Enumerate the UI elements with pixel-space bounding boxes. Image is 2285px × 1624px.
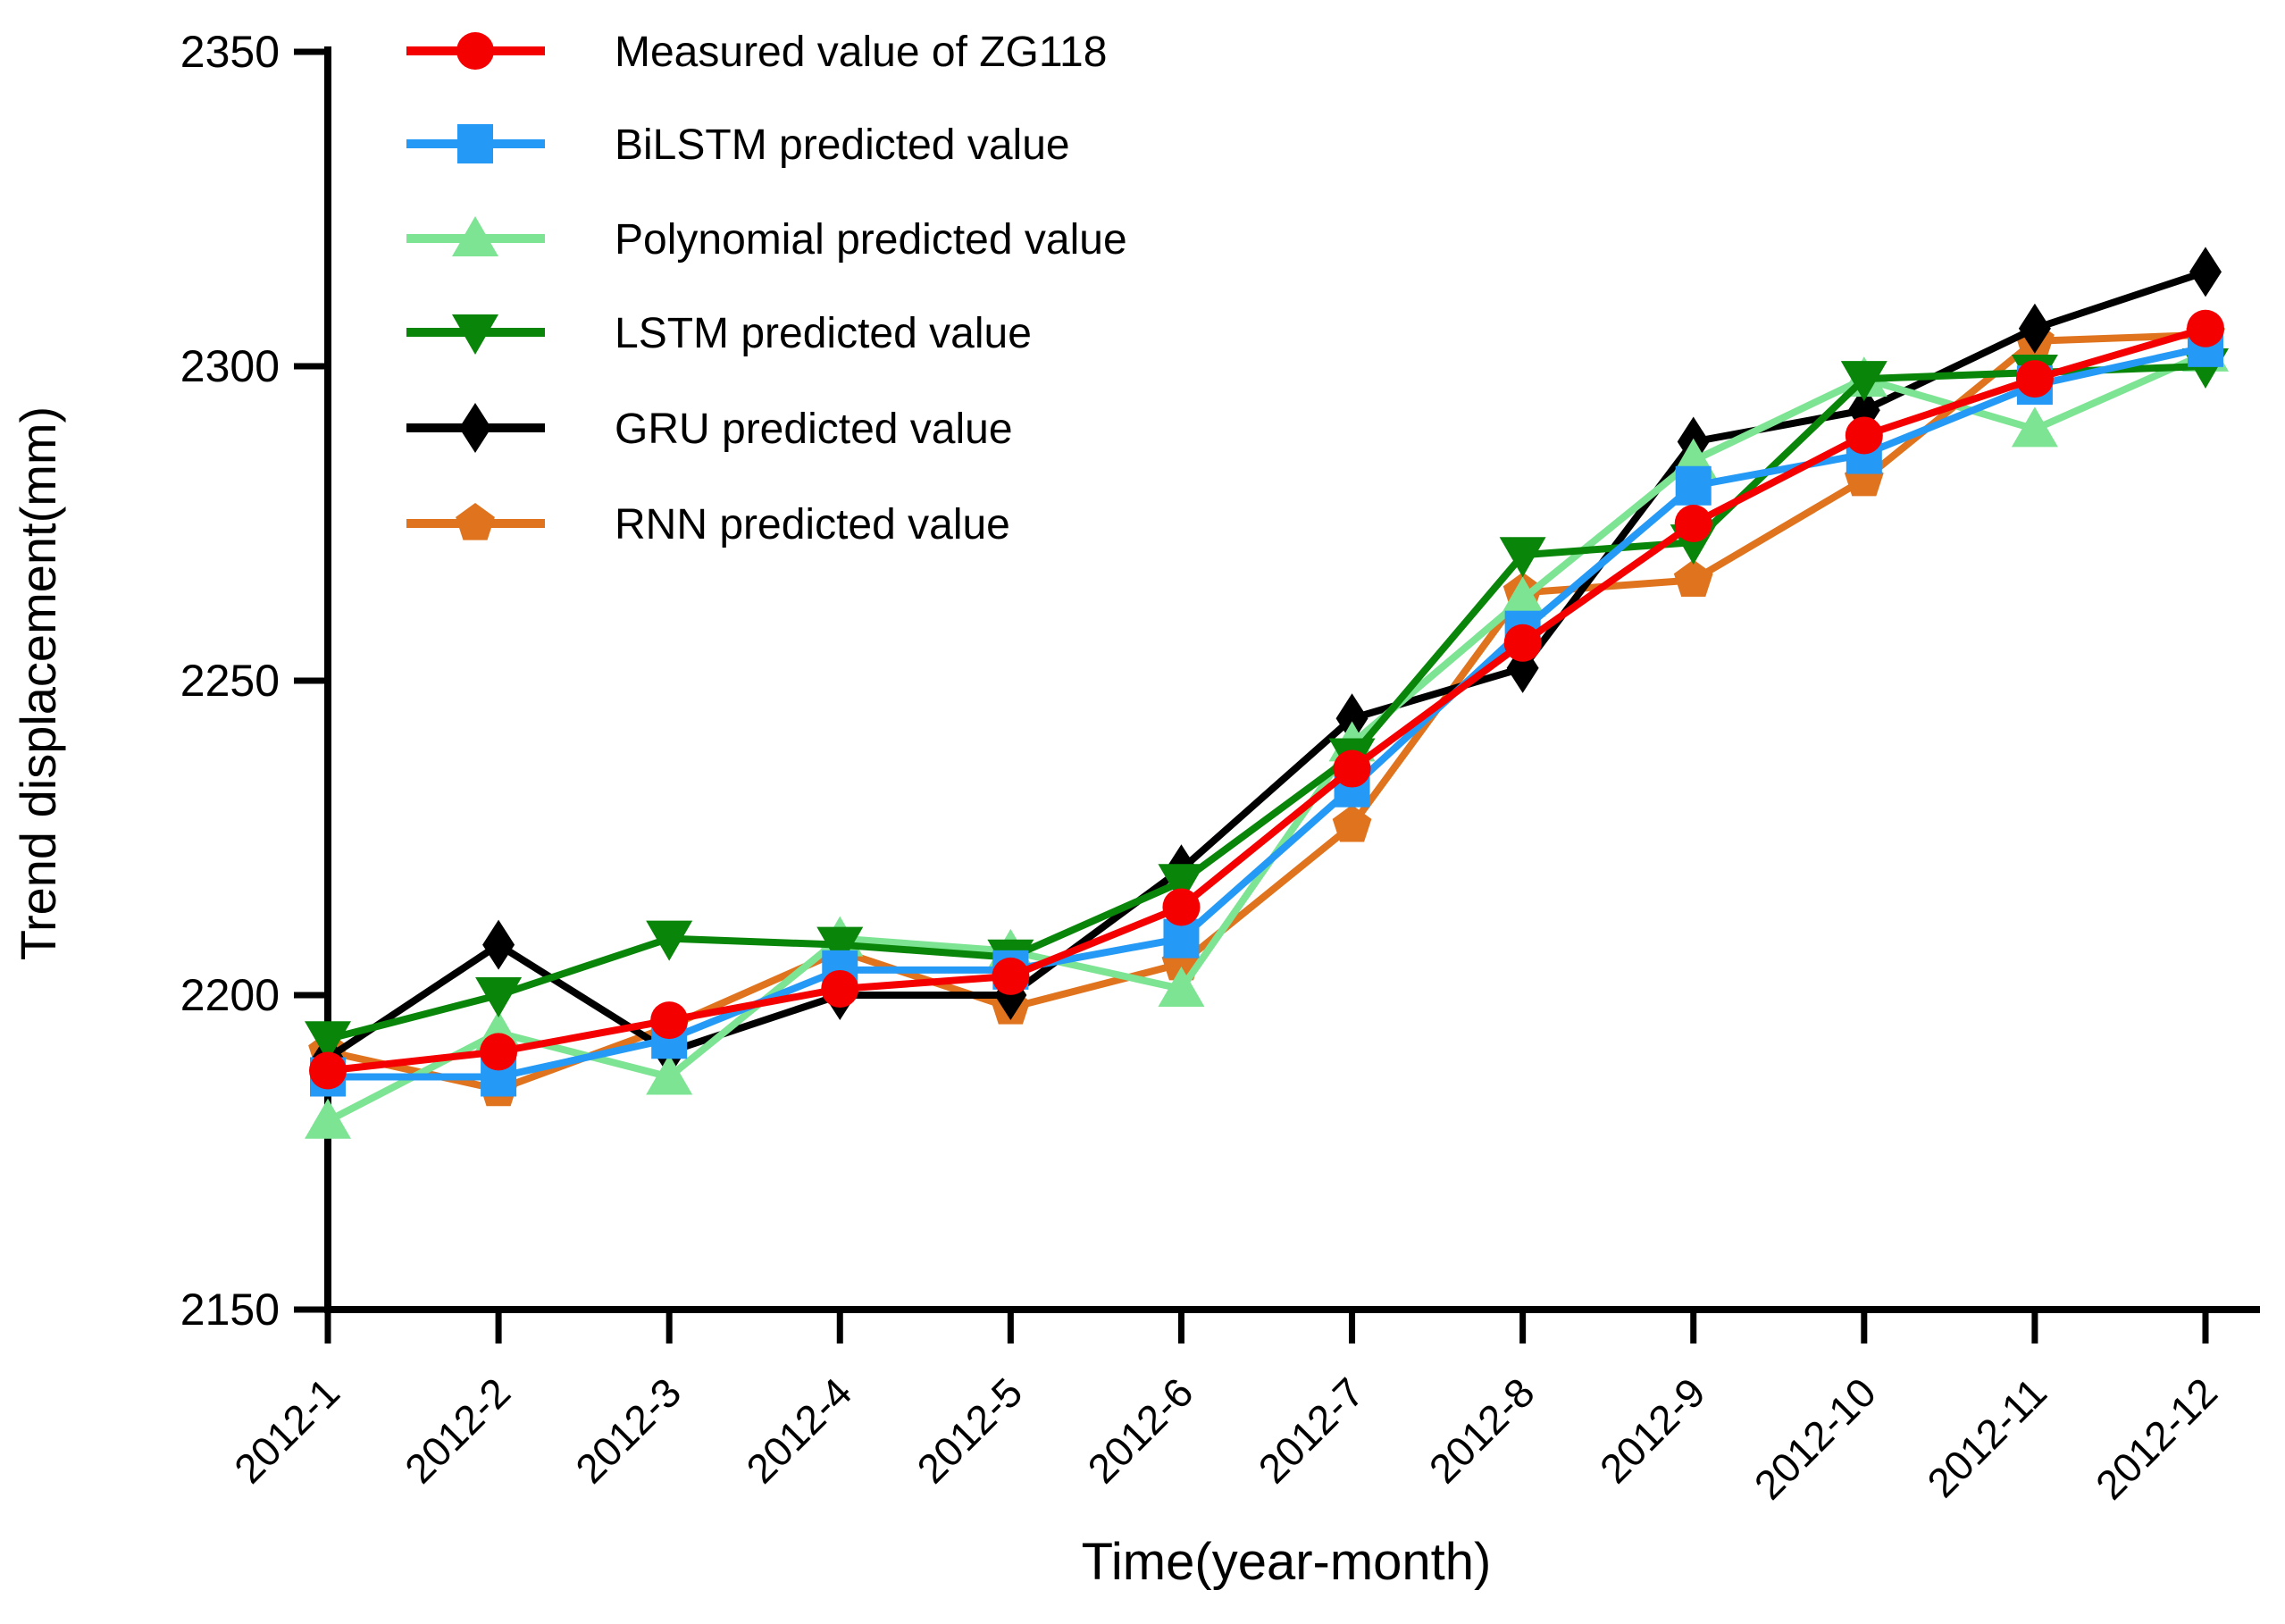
- legend-item-polynomial-predicted-value: Polynomial predicted value: [406, 216, 1127, 264]
- marker-polynomial-predicted-value: [1158, 966, 1205, 1007]
- marker-measured-value-of-zg118: [821, 969, 859, 1008]
- series-gru-predicted-value: [312, 247, 2222, 1084]
- marker-gru-predicted-value: [2018, 303, 2051, 354]
- legend-item-bilstm-predicted-value: BiLSTM predicted value: [406, 121, 1070, 169]
- legend-label-rnn-predicted-value: RNN predicted value: [615, 501, 1010, 548]
- x-tick-label: 2012-11: [1918, 1369, 2055, 1506]
- x-tick-label: 2012-3: [566, 1369, 690, 1492]
- legend-marker-gru-predicted-value: [459, 403, 491, 453]
- series-lstm-predicted-value: [305, 348, 2229, 1062]
- series-rnn-predicted-value: [308, 314, 2225, 1107]
- marker-polynomial-predicted-value: [1499, 576, 1546, 617]
- marker-polynomial-predicted-value: [2011, 406, 2058, 448]
- marker-measured-value-of-zg118: [480, 1033, 518, 1071]
- x-tick-label: 2012-10: [1745, 1369, 1885, 1508]
- y-tick-label: 2350: [180, 27, 280, 77]
- marker-measured-value-of-zg118: [1162, 888, 1201, 926]
- marker-measured-value-of-zg118: [992, 957, 1030, 995]
- legend-item-rnn-predicted-value: RNN predicted value: [406, 501, 1010, 548]
- marker-measured-value-of-zg118: [1845, 416, 1883, 455]
- series-bilstm-predicted-value: [310, 327, 2223, 1097]
- legend-marker-polynomial-predicted-value: [452, 216, 498, 256]
- marker-gru-predicted-value: [2189, 247, 2222, 297]
- x-tick-label: 2012-6: [1078, 1369, 1201, 1492]
- series-line-rnn-predicted-value: [324, 331, 2209, 1093]
- marker-rnn-predicted-value: [1673, 559, 1713, 597]
- series-layer: [305, 247, 2229, 1139]
- marker-lstm-predicted-value: [475, 977, 523, 1017]
- y-tick-label: 2300: [180, 341, 280, 391]
- x-tick-label: 2012-9: [1591, 1369, 1714, 1492]
- marker-gru-predicted-value: [482, 919, 515, 970]
- x-tick-label: 2012-4: [737, 1369, 860, 1492]
- legend-label-polynomial-predicted-value: Polynomial predicted value: [615, 216, 1127, 264]
- marker-polynomial-predicted-value: [646, 1054, 693, 1095]
- marker-bilstm-predicted-value: [1675, 465, 1712, 506]
- marker-lstm-predicted-value: [1158, 864, 1205, 905]
- legend-item-gru-predicted-value: GRU predicted value: [406, 403, 1013, 453]
- y-tick-label: 2250: [180, 656, 280, 706]
- series-measured-value-of-zg118: [309, 309, 2224, 1090]
- x-tick-label: 2012-1: [225, 1369, 348, 1492]
- marker-lstm-predicted-value: [1840, 361, 1887, 402]
- x-tick-label: 2012-2: [396, 1369, 519, 1492]
- series-line-lstm-predicted-value: [324, 363, 2209, 1043]
- x-tick-label: 2012-12: [2087, 1369, 2226, 1508]
- marker-measured-value-of-zg118: [2015, 360, 2054, 398]
- series-line-measured-value-of-zg118: [324, 324, 2209, 1075]
- legend-label-bilstm-predicted-value: BiLSTM predicted value: [615, 121, 1070, 169]
- legend-marker-bilstm-predicted-value: [457, 124, 493, 163]
- legend-label-measured-value-of-zg118: Measured value of ZG118: [615, 29, 1107, 76]
- legend-marker-rnn-predicted-value: [456, 503, 495, 540]
- series-line-polynomial-predicted-value: [324, 349, 2209, 1125]
- series-line-bilstm-predicted-value: [324, 343, 2209, 1081]
- marker-gru-predicted-value: [1335, 693, 1368, 744]
- y-tick-label: 2200: [180, 970, 280, 1020]
- legend-item-lstm-predicted-value: LSTM predicted value: [406, 310, 1032, 357]
- marker-measured-value-of-zg118: [2187, 309, 2224, 347]
- legend-label-gru-predicted-value: GRU predicted value: [615, 406, 1013, 453]
- marker-polynomial-predicted-value: [305, 1098, 351, 1139]
- marker-measured-value-of-zg118: [309, 1051, 347, 1090]
- y-tick-label: 2150: [180, 1285, 280, 1335]
- marker-measured-value-of-zg118: [1674, 505, 1712, 542]
- marker-lstm-predicted-value: [816, 926, 864, 967]
- series-polynomial-predicted-value: [305, 331, 2229, 1139]
- series-line-gru-predicted-value: [324, 268, 2209, 1062]
- x-tick-label: 2012-7: [1250, 1369, 1373, 1492]
- marker-lstm-predicted-value: [1499, 537, 1546, 578]
- marker-lstm-predicted-value: [305, 1021, 351, 1062]
- legend-item-measured-value-of-zg118: Measured value of ZG118: [406, 29, 1107, 76]
- x-axis-title: Time(year-month): [1082, 1533, 1492, 1591]
- y-axis-title: Trend displacement(mm): [10, 406, 66, 960]
- legend-label-lstm-predicted-value: LSTM predicted value: [615, 310, 1032, 357]
- marker-measured-value-of-zg118: [650, 1001, 689, 1040]
- x-tick-label: 2012-5: [908, 1369, 1031, 1492]
- x-tick-label: 2012-8: [1420, 1369, 1544, 1492]
- marker-lstm-predicted-value: [646, 920, 693, 961]
- marker-rnn-predicted-value: [1332, 804, 1372, 842]
- marker-measured-value-of-zg118: [1503, 624, 1542, 662]
- legend-marker-lstm-predicted-value: [452, 314, 498, 355]
- legend-marker-measured-value-of-zg118: [456, 32, 494, 70]
- legend: Measured value of ZG118 BiLSTM predicted …: [406, 29, 1127, 548]
- marker-measured-value-of-zg118: [1333, 749, 1371, 788]
